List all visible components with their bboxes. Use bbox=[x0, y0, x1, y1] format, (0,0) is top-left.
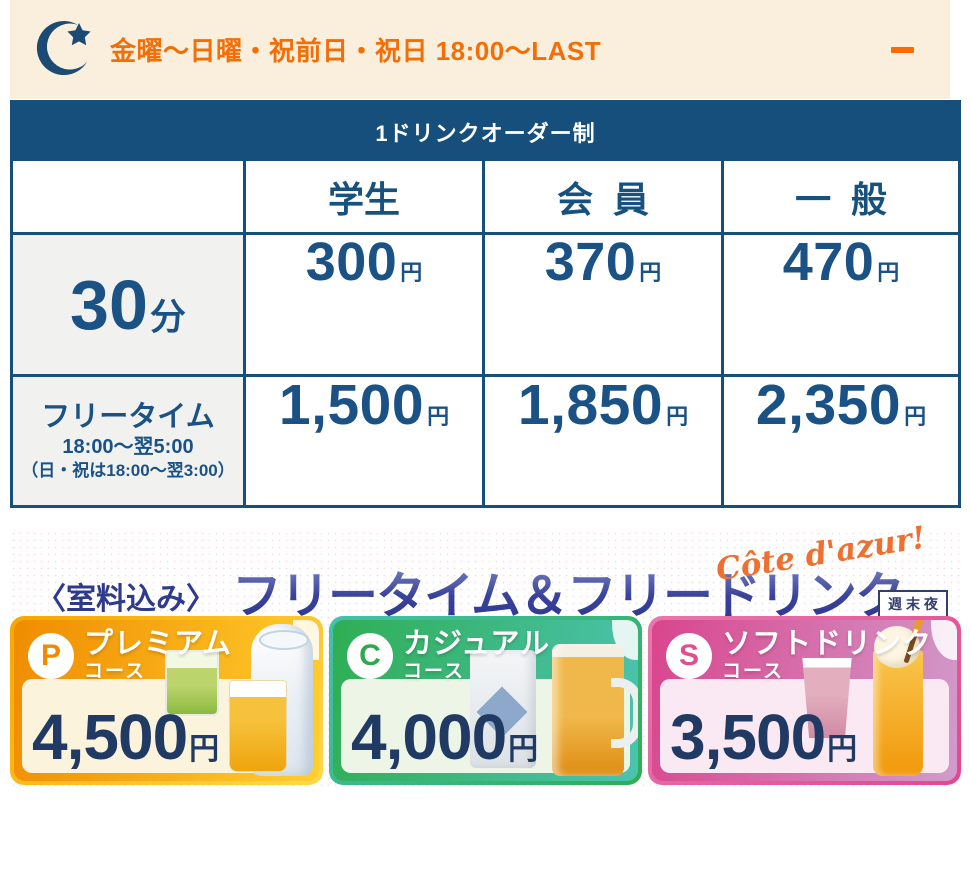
course-initial-badge: P bbox=[28, 633, 74, 679]
yen-unit: 円 bbox=[508, 733, 539, 766]
price-freetime-general: 2,350 円 bbox=[724, 377, 958, 505]
corner-fold-decoration bbox=[931, 620, 957, 660]
price-30min-general: 470 円 bbox=[724, 235, 958, 374]
course-card-premium: P プレミアム コース 4,500 円 bbox=[10, 616, 323, 785]
weekend-night-banner: 〈室料込み〉 フリータイム＆フリードリンク Côte d'azur! 週末夜 P… bbox=[10, 520, 961, 786]
minutes-unit: 分 bbox=[149, 295, 186, 337]
price-freetime-member: 1,850 円 bbox=[485, 377, 721, 505]
course-cards: P プレミアム コース 4,500 円 bbox=[10, 616, 961, 785]
freetime-hours: 18:00〜翌5:00 bbox=[62, 435, 194, 458]
night-plan-accordion-header[interactable]: 金曜〜日曜・祝前日・祝日 18:00〜LAST bbox=[10, 0, 950, 99]
yen-unit: 円 bbox=[666, 404, 689, 429]
price-30min-student: 300 円 bbox=[246, 235, 482, 374]
course-name: ソフトドリンク bbox=[722, 628, 933, 660]
room-fee-included-label: 〈室料込み〉 bbox=[36, 583, 216, 616]
row-label-freetime: フリータイム 18:00〜翌5:00 （日・祝は18:00〜翌3:00） bbox=[13, 377, 243, 505]
minutes-value: 30 bbox=[70, 265, 148, 344]
collapse-button[interactable] bbox=[878, 35, 926, 65]
course-price: 4,000 bbox=[351, 701, 507, 773]
course-initial-badge: C bbox=[347, 633, 393, 679]
price-table: 1ドリンクオーダー制 学生 会員 一般 30 分 300 円 370 円 470 bbox=[10, 100, 961, 508]
course-card-softdrink: S ソフトドリンク コース 3,500 円 bbox=[648, 616, 961, 785]
corner-cell bbox=[13, 161, 243, 232]
beer-mug-image bbox=[229, 680, 287, 772]
column-header-member: 会員 bbox=[485, 161, 721, 232]
frosty-chuhai-mug-image bbox=[470, 650, 536, 768]
course-suffix: コース bbox=[84, 661, 147, 683]
minus-icon bbox=[890, 47, 914, 53]
row-label-30min: 30 分 bbox=[13, 235, 243, 374]
table-caption: 1ドリンクオーダー制 bbox=[13, 103, 958, 161]
column-header-student: 学生 bbox=[246, 161, 482, 232]
yen-unit: 円 bbox=[400, 260, 423, 285]
weekend-night-badge: 週末夜 bbox=[878, 590, 948, 618]
course-initial-badge: S bbox=[666, 633, 712, 679]
course-suffix: コース bbox=[403, 661, 466, 683]
yen-unit: 円 bbox=[877, 260, 900, 285]
freetime-note: （日・祝は18:00〜翌3:00） bbox=[21, 460, 235, 480]
price-30min-member: 370 円 bbox=[485, 235, 721, 374]
course-card-casual: C カジュアル コース 4,000 円 bbox=[329, 616, 642, 785]
freetime-label: フリータイム bbox=[41, 401, 215, 434]
course-price: 4,500 bbox=[32, 701, 188, 773]
course-price: 3,500 bbox=[670, 701, 826, 773]
yen-unit: 円 bbox=[189, 733, 220, 766]
price-freetime-student: 1,500 円 bbox=[246, 377, 482, 505]
orange-cream-float-image bbox=[873, 626, 923, 776]
yen-unit: 円 bbox=[904, 404, 927, 429]
green-cocktail-image bbox=[165, 650, 219, 716]
yen-unit: 円 bbox=[827, 733, 858, 766]
yen-unit: 円 bbox=[427, 404, 450, 429]
column-header-general: 一般 bbox=[724, 161, 958, 232]
course-name: プレミアム bbox=[84, 628, 232, 660]
yen-unit: 円 bbox=[639, 260, 662, 285]
course-suffix: コース bbox=[722, 661, 785, 683]
strawberry-smoothie-image bbox=[802, 658, 852, 738]
highball-mug-image bbox=[552, 644, 638, 776]
course-name: カジュアル bbox=[403, 628, 551, 660]
moon-star-icon bbox=[32, 15, 98, 81]
freetime-freedrink-logo: フリータイム＆フリードリンク bbox=[232, 556, 905, 628]
price-grid: 学生 会員 一般 30 分 300 円 370 円 470 円 bbox=[13, 161, 958, 505]
plan-schedule-title: 金曜〜日曜・祝前日・祝日 18:00〜LAST bbox=[110, 36, 602, 66]
